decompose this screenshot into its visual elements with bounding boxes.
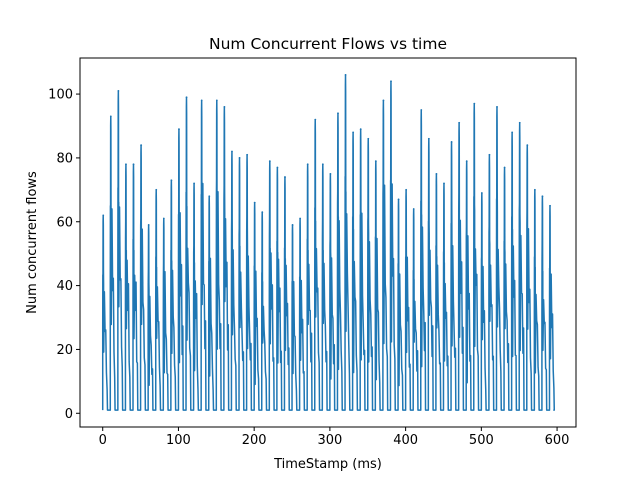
y-axis-title: Num concurrent flows — [25, 171, 40, 314]
peak-point — [344, 74, 347, 76]
peak-point — [268, 160, 271, 163]
peak-point — [390, 80, 392, 83]
peak-point — [541, 195, 544, 198]
peak-point — [291, 224, 294, 226]
peak-point — [238, 157, 241, 159]
peak-point — [480, 192, 483, 194]
x-tick-label: 100 — [166, 433, 191, 448]
series-layer — [101, 74, 556, 411]
peak-point — [443, 182, 445, 185]
x-tick-label: 400 — [393, 433, 418, 448]
peak-point — [231, 150, 233, 153]
peak-point — [321, 163, 324, 166]
peak-point — [458, 121, 461, 124]
peak-point — [299, 217, 302, 220]
tick-layer: 0 100 200 300 400 500 600 0 20 40 60 80 100 — [48, 88, 569, 448]
peak-point — [109, 115, 112, 118]
peak-point — [102, 214, 105, 217]
peak-point — [329, 172, 332, 175]
peak-point — [215, 99, 218, 102]
peak-point — [526, 144, 529, 147]
peak-point — [147, 224, 150, 226]
peak-point — [253, 201, 256, 204]
x-tick-label: 200 — [242, 433, 267, 448]
peak-point — [405, 188, 408, 191]
y-tick-label: 40 — [56, 279, 73, 294]
peak-point — [496, 105, 498, 108]
peak-point — [117, 89, 120, 92]
chart-title: Num Concurrent Flows vs time — [209, 35, 447, 53]
peak-point — [306, 163, 309, 166]
peak-point — [473, 102, 476, 105]
peak-point — [276, 166, 279, 169]
peak-point — [503, 166, 506, 169]
peak-point — [170, 179, 173, 182]
peak-point — [374, 160, 377, 163]
peak-point — [193, 182, 196, 185]
peak-point — [246, 153, 249, 156]
peak-point — [533, 188, 536, 191]
peak-point — [382, 99, 385, 102]
peak-point — [337, 112, 339, 115]
peak-point — [125, 163, 127, 166]
x-tick-label: 500 — [469, 433, 494, 448]
peak-point — [352, 131, 355, 134]
peak-point — [420, 109, 423, 111]
y-tick-label: 0 — [65, 407, 73, 422]
peak-point — [314, 118, 317, 121]
peak-point — [155, 188, 158, 191]
x-tick-label: 600 — [545, 433, 570, 448]
series-line — [101, 74, 556, 411]
y-tick-label: 60 — [56, 215, 73, 230]
peak-point — [261, 211, 264, 214]
peak-point — [511, 131, 514, 134]
peak-point — [397, 198, 400, 201]
x-axis-title: TimeStamp (ms) — [273, 457, 382, 472]
peak-point — [284, 176, 286, 178]
peak-point — [178, 128, 180, 131]
peak-point — [132, 163, 135, 166]
y-tick-label: 80 — [56, 151, 73, 166]
peak-point — [200, 99, 203, 102]
peak-point — [427, 137, 430, 140]
peak-point — [450, 141, 453, 143]
peak-point — [488, 153, 491, 156]
x-tick-label: 300 — [317, 433, 342, 448]
peak-point — [223, 105, 226, 108]
peak-point — [140, 144, 143, 147]
peak-point — [412, 208, 415, 210]
peak-point — [367, 137, 370, 140]
peak-point — [465, 160, 468, 163]
x-tick-label: 0 — [99, 433, 107, 448]
peak-point — [208, 195, 211, 198]
peak-point — [162, 217, 165, 220]
peak-point — [359, 128, 362, 131]
peak-point — [549, 204, 551, 207]
peak-point — [185, 96, 188, 99]
peak-point — [435, 172, 438, 175]
y-tick-label: 20 — [56, 343, 73, 358]
plot-frame — [79, 57, 577, 428]
peak-point — [518, 121, 521, 124]
y-tick-label: 100 — [48, 88, 73, 103]
